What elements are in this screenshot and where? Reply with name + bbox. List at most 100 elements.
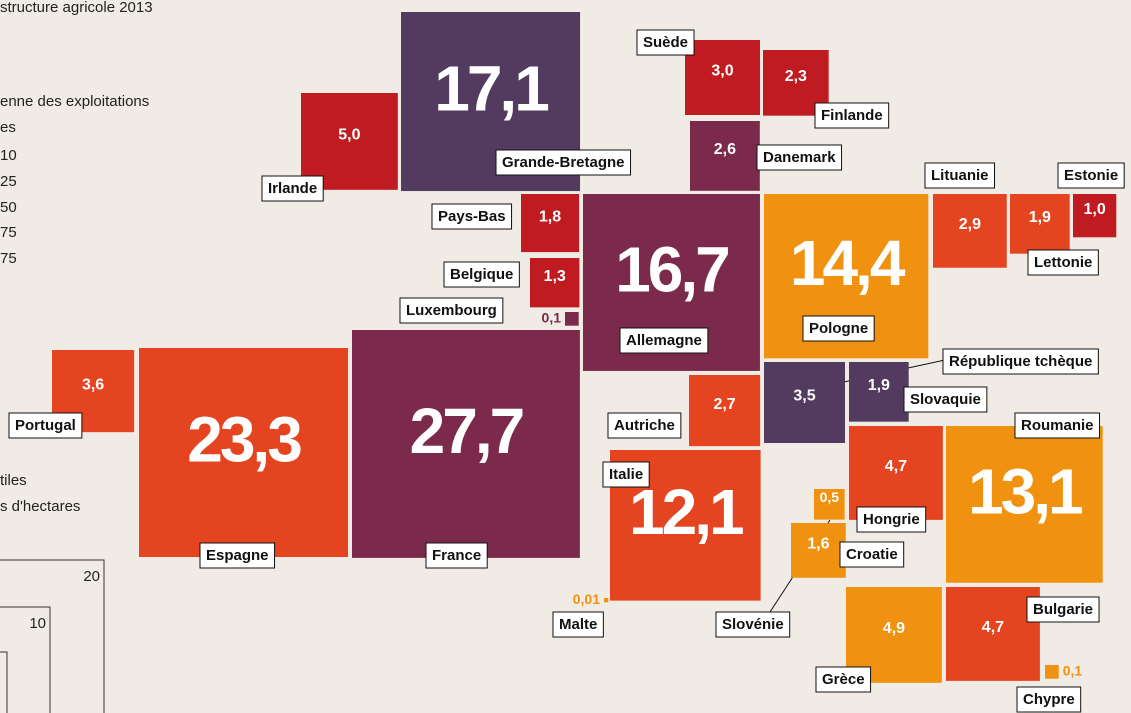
- legend-square: [0, 606, 51, 713]
- value-label: 27,7: [410, 395, 523, 467]
- value-label: 0,01: [573, 591, 600, 607]
- country: 5,0: [301, 93, 398, 190]
- value-label: 14,4: [790, 227, 906, 299]
- name-box: [756, 144, 843, 171]
- country: 17,1: [401, 12, 581, 192]
- country-square: [521, 194, 580, 253]
- name-box: [1027, 249, 1099, 276]
- legend-heading: s d'hectares: [0, 498, 80, 515]
- country-name: Grèce: [822, 671, 865, 688]
- country: 13,1: [946, 426, 1103, 583]
- country: 0,1: [542, 310, 579, 326]
- country-square: [946, 587, 1040, 681]
- country-square: [1045, 665, 1059, 679]
- name-box: [261, 175, 324, 202]
- country-name: Croatie: [846, 546, 898, 563]
- country-square: [352, 330, 580, 558]
- country-square: [791, 523, 846, 578]
- country: 3,0: [685, 40, 760, 115]
- country: 4,7: [849, 426, 943, 520]
- name-box: [602, 461, 650, 488]
- country-square: [690, 121, 760, 191]
- value-label: 4,9: [883, 620, 905, 637]
- country-name: Espagne: [206, 547, 269, 564]
- value-label: 23,3: [187, 403, 301, 475]
- name-box: [495, 149, 632, 176]
- country-name: Lettonie: [1034, 254, 1092, 271]
- name-box: [1026, 596, 1100, 623]
- legend-class: 75: [0, 224, 17, 241]
- country-name: France: [432, 547, 481, 564]
- country: 27,7: [352, 330, 580, 558]
- name-box: [856, 506, 927, 533]
- legend-title: structure agricole 2013: [0, 0, 153, 16]
- legend-heading: enne des exploitations: [0, 93, 149, 110]
- name-box: [431, 203, 513, 230]
- country-name: Estonie: [1064, 167, 1118, 184]
- country: 1,9: [1010, 194, 1070, 254]
- country-name: Malte: [559, 616, 597, 633]
- legend-class: 50: [0, 199, 17, 216]
- legend-tick: 10: [29, 615, 46, 632]
- value-label: 2,7: [713, 396, 735, 413]
- value-label: 1,6: [807, 536, 829, 553]
- country: 1,6: [791, 523, 846, 578]
- country: 16,7: [583, 194, 760, 371]
- legend: structure agricole 2013 enne des exploit…: [0, 0, 153, 713]
- value-label: 4,7: [982, 619, 1004, 636]
- country: 3,5: [764, 362, 846, 444]
- country-name: Danemark: [763, 149, 836, 166]
- value-label: 5,0: [338, 127, 360, 144]
- country-name: Lituanie: [931, 167, 989, 184]
- country: 0,5: [814, 489, 845, 520]
- name-box: [839, 541, 905, 568]
- legend-square: [0, 651, 8, 713]
- country-square: [764, 362, 846, 444]
- name-box: [399, 297, 504, 324]
- value-label: 1,8: [539, 208, 561, 225]
- country-square: [933, 194, 1007, 268]
- country-name: Portugal: [15, 417, 76, 434]
- legend-class: 10: [0, 147, 17, 164]
- country-name: Allemagne: [626, 332, 702, 349]
- name-box: [924, 162, 996, 189]
- name-box: [814, 102, 890, 129]
- value-label: 0,1: [1063, 663, 1083, 679]
- country: 2,7: [689, 375, 761, 447]
- country: 2,9: [933, 194, 1007, 268]
- country: 0,01: [573, 591, 609, 607]
- country-name: Slovaquie: [910, 391, 981, 408]
- value-label: 2,3: [785, 68, 807, 85]
- value-label: 2,6: [714, 141, 736, 158]
- country-name: Finlande: [821, 107, 883, 124]
- value-label: 12,1: [629, 476, 743, 548]
- name-box: [942, 348, 1099, 375]
- name-box: [815, 666, 872, 693]
- country-square: [685, 40, 760, 115]
- country-name: Suède: [643, 34, 688, 51]
- country-name: Roumanie: [1021, 417, 1094, 434]
- value-label: 0,5: [820, 489, 840, 505]
- country: 2,6: [690, 121, 760, 191]
- country-name: Italie: [609, 466, 643, 483]
- value-label: 2,9: [959, 216, 981, 233]
- name-box: [443, 261, 520, 288]
- country-square: [814, 489, 845, 520]
- legend-tick: 20: [83, 568, 100, 585]
- country: 1,8: [521, 194, 580, 253]
- name-box: [1014, 412, 1101, 439]
- country-name: Pologne: [809, 320, 868, 337]
- country: 23,3: [139, 348, 349, 558]
- name-box: [903, 386, 988, 413]
- country-square: [530, 258, 580, 308]
- country-name: Bulgarie: [1033, 601, 1093, 618]
- name-box: [802, 315, 875, 342]
- country-square: [301, 93, 398, 190]
- country: 4,7: [946, 587, 1040, 681]
- country: 12,1: [610, 450, 761, 601]
- country: 0,1: [1045, 663, 1082, 679]
- legend-class: 75: [0, 250, 17, 267]
- value-label: 1,9: [868, 377, 890, 394]
- legend-heading: es: [0, 119, 16, 136]
